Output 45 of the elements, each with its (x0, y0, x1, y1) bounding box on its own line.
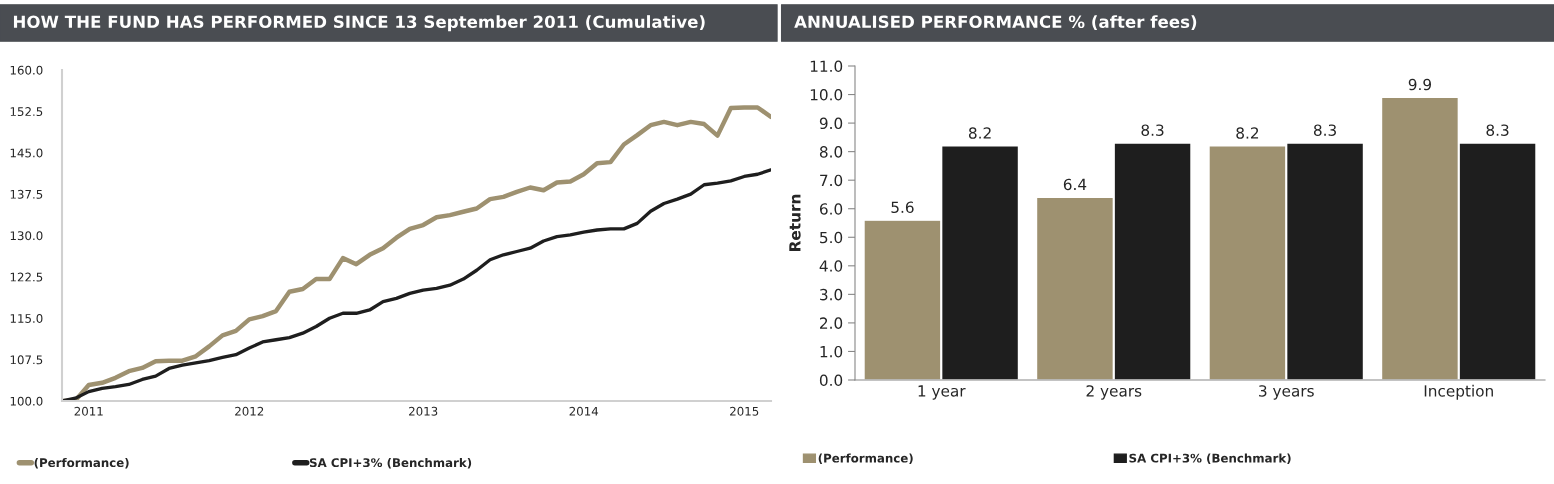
y-tick-label: 7.0 (820, 174, 843, 187)
chart-title: HOW THE FUND HAS PERFORMED SINCE 13 September 2011 (Cumulative) (13, 15, 705, 32)
y-tick-label: 2.0 (820, 317, 843, 329)
y-tick-label: 115.0 (10, 313, 43, 323)
y-tick-label: 122.5 (10, 272, 43, 282)
data-label: 8.3 (1141, 124, 1164, 136)
y-tick-label: 8.0 (819, 146, 843, 158)
legend-label: SA CPI+3% (Benchmark) (1129, 453, 1291, 464)
y-tick-label: 137.5 (10, 189, 43, 199)
x-tick-label: 2015 (730, 406, 759, 416)
legend-label: SA CPI+3% (Benchmark) (309, 457, 472, 469)
y-tick-label: 152.5 (10, 107, 43, 117)
legend-label: (Performance) (818, 453, 913, 464)
x-tick-label: 3 years (1259, 385, 1314, 400)
x-tick-label: 2012 (235, 406, 264, 416)
y-tick-label: 1.0 (820, 345, 843, 358)
y-tick-label: 4.0 (819, 260, 843, 272)
x-tick-label: 1 year (918, 385, 966, 400)
y-tick-label: 160.0 (10, 65, 43, 75)
x-tick-label: 2013 (409, 406, 438, 416)
y-tick-label: 11.0 (810, 60, 843, 73)
data-label: 6.4 (1063, 178, 1087, 191)
y-axis-title: Return (789, 194, 801, 251)
y-tick-label: 6.0 (819, 203, 843, 215)
y-tick-label: 107.5 (10, 355, 43, 365)
x-tick-label: 2 years (1086, 385, 1142, 400)
y-tick-label: 3.0 (820, 288, 843, 301)
y-tick-label: 10.0 (810, 89, 843, 101)
data-label: 9.9 (1408, 78, 1432, 91)
data-label: 8.2 (968, 127, 991, 139)
data-label: 8.3 (1486, 124, 1509, 136)
y-tick-label: 9.0 (819, 117, 843, 130)
data-label: 5.6 (891, 201, 914, 214)
data-label: 8.2 (1236, 127, 1259, 139)
legend-label: (Performance) (34, 457, 129, 469)
x-tick-label: Inception (1424, 384, 1493, 400)
chart-title: ANNUALISED PERFORMANCE % (after fees) (794, 15, 1197, 31)
y-tick-label: 130.0 (10, 231, 43, 241)
x-tick-label: 2011 (74, 406, 103, 416)
x-tick-label: 2014 (569, 406, 599, 416)
y-tick-label: 0.0 (819, 374, 843, 387)
y-tick-label: 100.0 (10, 396, 43, 406)
y-tick-label: 145.0 (10, 148, 43, 158)
data-label: 8.3 (1313, 124, 1336, 136)
y-tick-label: 5.0 (820, 231, 843, 244)
